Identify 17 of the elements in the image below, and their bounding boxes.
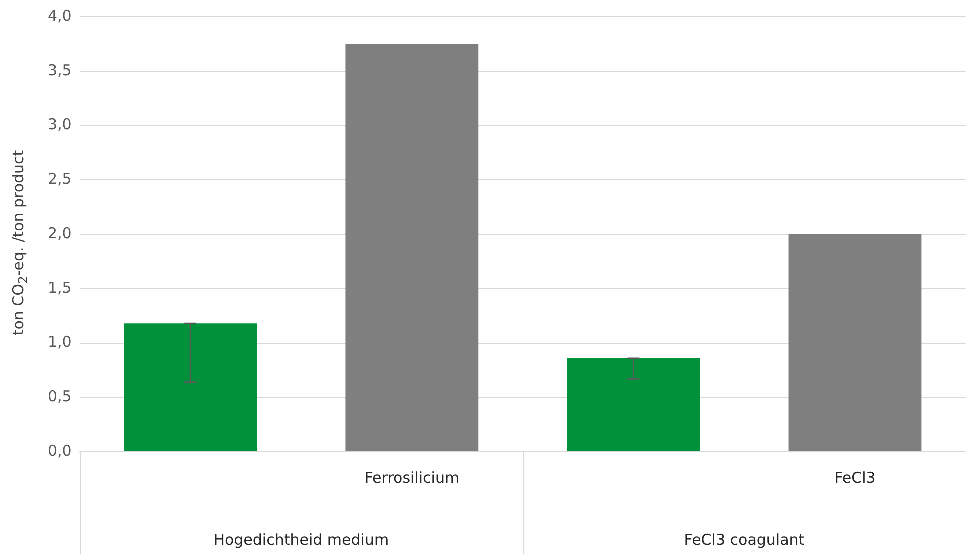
- text: FeCl3 coagulant: [684, 530, 805, 549]
- x-tick-label: FeCl3: [834, 468, 876, 487]
- bar: [346, 44, 479, 452]
- bar: [124, 324, 258, 452]
- text: Hogedichtheid medium: [214, 530, 390, 549]
- y-tick-label: 2,0: [48, 224, 72, 242]
- y-tick-label: 0,0: [48, 442, 72, 460]
- y-tick-label: 0,5: [48, 388, 72, 406]
- bar: [567, 358, 700, 452]
- y-tick-label: 2,5: [48, 170, 72, 188]
- x-tick-label: Ferrosilicium: [364, 468, 460, 487]
- y-tick-label: 4,0: [48, 6, 72, 25]
- y-tick-label: 1,5: [48, 278, 72, 297]
- bar: [788, 234, 922, 452]
- y-tick-label: 1,0: [48, 333, 72, 352]
- y-tick-label: 3,5: [48, 61, 72, 80]
- y-tick-label: 3,0: [48, 116, 72, 134]
